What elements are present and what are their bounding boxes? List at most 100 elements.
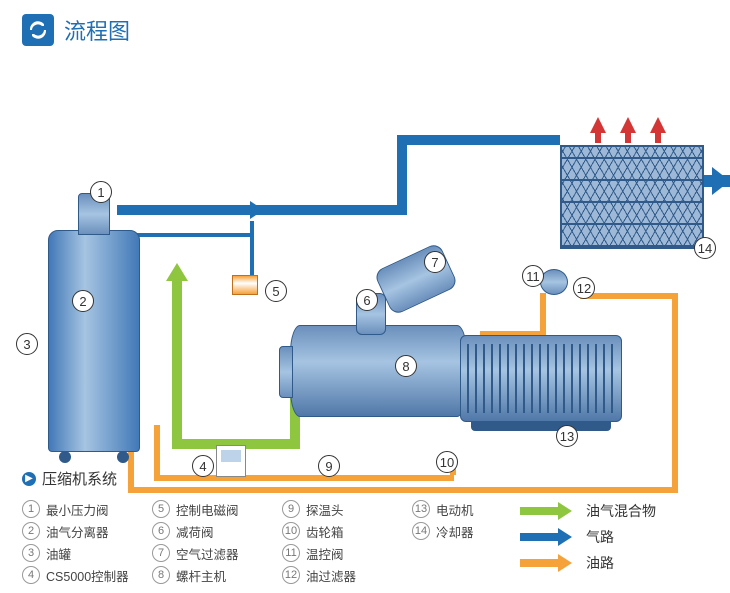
component-number-12: 12 bbox=[573, 277, 595, 299]
list-item: 13 电动机 bbox=[412, 498, 512, 520]
title-text: 流程图 bbox=[64, 14, 130, 46]
component-number-11: 11 bbox=[522, 265, 544, 287]
pipe-orange-pipe bbox=[672, 293, 678, 493]
list-item-label: CS5000控制器 bbox=[46, 566, 129, 585]
list-item: 3 油罐 bbox=[22, 542, 152, 564]
legend-row: 油路 bbox=[520, 550, 656, 576]
legend-label: 气路 bbox=[586, 527, 614, 547]
component-number-9: 9 bbox=[318, 455, 340, 477]
subhead: ▶ 压缩机系统 bbox=[22, 468, 117, 489]
list-item: 7 空气过滤器 bbox=[152, 542, 282, 564]
pipe-green-pipe bbox=[172, 277, 182, 445]
component-number-14: 14 bbox=[694, 237, 716, 259]
list-item-number: 5 bbox=[152, 500, 170, 518]
pipe-blue-pipe bbox=[138, 233, 254, 237]
page-title: 流程图 bbox=[22, 14, 130, 46]
list-item: 6 减荷阀 bbox=[152, 520, 282, 542]
play-icon: ▶ bbox=[22, 472, 36, 486]
list-item-number: 12 bbox=[282, 566, 300, 584]
solenoid-valve bbox=[232, 275, 258, 295]
list-item: 8 螺杆主机 bbox=[152, 564, 282, 586]
component-number-5: 5 bbox=[265, 280, 287, 302]
list-item: 10 齿轮箱 bbox=[282, 520, 412, 542]
list-item-number: 13 bbox=[412, 500, 430, 518]
legend: 油气混合物气路油路 bbox=[520, 498, 656, 576]
component-number-3: 3 bbox=[16, 333, 38, 355]
list-item: 14 冷却器 bbox=[412, 520, 512, 542]
list-item-label: 控制电磁阀 bbox=[176, 500, 239, 519]
arrow-midline bbox=[250, 201, 264, 219]
list-item-label: 减荷阀 bbox=[176, 522, 214, 541]
legend-label: 油气混合物 bbox=[586, 501, 656, 521]
pipe-blue-pipe bbox=[397, 135, 560, 145]
list-item-label: 螺杆主机 bbox=[176, 566, 226, 585]
cooler bbox=[560, 145, 704, 249]
list-item-number: 14 bbox=[412, 522, 430, 540]
list-item-number: 7 bbox=[152, 544, 170, 562]
component-number-1: 1 bbox=[90, 181, 112, 203]
heat-arrow-stem bbox=[595, 131, 601, 143]
list-item-label: 探温头 bbox=[306, 500, 344, 519]
list-item-label: 最小压力阀 bbox=[46, 500, 109, 519]
pipe-orange-pipe bbox=[154, 425, 160, 481]
subhead-text: 压缩机系统 bbox=[42, 468, 117, 489]
list-item: 12 油过滤器 bbox=[282, 564, 412, 586]
component-number-10: 10 bbox=[436, 451, 458, 473]
list-item-label: 油气分离器 bbox=[46, 522, 109, 541]
pipe-orange-pipe bbox=[540, 293, 546, 333]
list-item-number: 4 bbox=[22, 566, 40, 584]
controller-box bbox=[216, 445, 246, 477]
green-arrowhead bbox=[166, 263, 188, 281]
pipe-orange-pipe bbox=[128, 487, 678, 493]
list-item-number: 3 bbox=[22, 544, 40, 562]
legend-arrow-icon bbox=[520, 504, 576, 518]
diagram-area: 1234567891011121314 bbox=[0, 55, 730, 450]
pipe-orange-pipe bbox=[580, 293, 678, 299]
component-number-7: 7 bbox=[424, 251, 446, 273]
list-item: 4 CS5000控制器 bbox=[22, 564, 152, 586]
list-item-number: 10 bbox=[282, 522, 300, 540]
list-item-label: 空气过滤器 bbox=[176, 544, 239, 563]
legend-row: 气路 bbox=[520, 524, 656, 550]
electric-motor bbox=[460, 335, 622, 422]
component-number-2: 2 bbox=[72, 290, 94, 312]
list-item: 2 油气分离器 bbox=[22, 520, 152, 542]
list-item-label: 温控阀 bbox=[306, 544, 344, 563]
list-item-number: 1 bbox=[22, 500, 40, 518]
list-item-label: 油过滤器 bbox=[306, 566, 356, 585]
oil-tank bbox=[48, 230, 140, 452]
legend-arrow-icon bbox=[520, 556, 576, 570]
list-item-number: 6 bbox=[152, 522, 170, 540]
list-item-number: 2 bbox=[22, 522, 40, 540]
heat-arrow-stem bbox=[655, 131, 661, 143]
list-item-label: 油罐 bbox=[46, 544, 71, 563]
component-number-8: 8 bbox=[395, 355, 417, 377]
thermo-valve bbox=[540, 269, 568, 295]
list-item: 11 温控阀 bbox=[282, 542, 412, 564]
list-column: 9 探温头 10 齿轮箱 11 温控阀 12 油过滤器 bbox=[282, 498, 412, 586]
air-filter bbox=[373, 242, 459, 316]
screw-compressor bbox=[290, 325, 467, 417]
list-column: 13 电动机 14 冷却器 bbox=[412, 498, 512, 586]
list-column: 5 控制电磁阀 6 减荷阀 7 空气过滤器 8 螺杆主机 bbox=[152, 498, 282, 586]
pipe-blue-pipe bbox=[250, 221, 254, 281]
list-item: 9 探温头 bbox=[282, 498, 412, 520]
component-list: 1 最小压力阀 2 油气分离器 3 油罐 4 CS5000控制器 5 控制电磁阀 6 减荷阀 7 空气过滤… bbox=[22, 498, 512, 586]
arrow-out-right bbox=[712, 167, 730, 195]
list-item-number: 8 bbox=[152, 566, 170, 584]
legend-arrow-icon bbox=[520, 530, 576, 544]
list-item: 5 控制电磁阀 bbox=[152, 498, 282, 520]
list-column: 1 最小压力阀 2 油气分离器 3 油罐 4 CS5000控制器 bbox=[22, 498, 152, 586]
list-item-label: 齿轮箱 bbox=[306, 522, 344, 541]
legend-row: 油气混合物 bbox=[520, 498, 656, 524]
list-item-number: 9 bbox=[282, 500, 300, 518]
list-item-label: 电动机 bbox=[436, 500, 474, 519]
component-number-13: 13 bbox=[556, 425, 578, 447]
component-number-4: 4 bbox=[192, 455, 214, 477]
recycle-icon bbox=[22, 14, 54, 46]
list-item-label: 冷却器 bbox=[436, 522, 474, 541]
component-number-6: 6 bbox=[356, 289, 378, 311]
list-item-number: 11 bbox=[282, 544, 300, 562]
list-item: 1 最小压力阀 bbox=[22, 498, 152, 520]
heat-arrow-stem bbox=[625, 131, 631, 143]
